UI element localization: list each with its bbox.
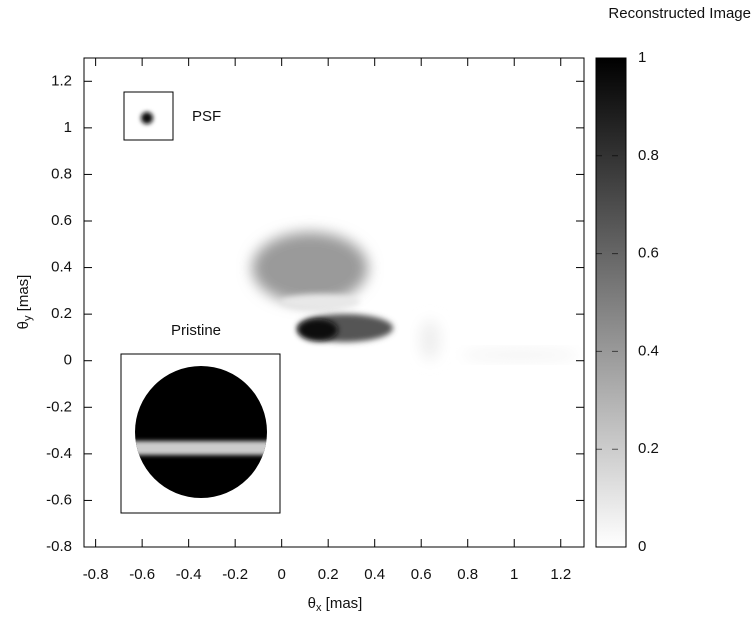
x-tick-label: -0.6	[129, 566, 155, 583]
x-tick-label: -0.2	[222, 566, 248, 583]
y-tick-label: 1	[64, 119, 72, 136]
colorbar-tick-label: 1	[638, 49, 646, 66]
y-tick-label: -0.2	[46, 398, 72, 415]
y-tick-label: 0	[64, 352, 72, 369]
psf-spot	[141, 112, 153, 124]
y-tick-label: -0.6	[46, 491, 72, 508]
colorbar-tick-label: 0	[638, 538, 646, 555]
x-tick-label: 0	[278, 566, 286, 583]
y-axis-label: θy [mas]	[15, 275, 34, 330]
y-tick-label: -0.8	[46, 538, 72, 555]
x-tick-label: 0.2	[318, 566, 339, 583]
y-tick-label: 1.2	[51, 72, 72, 89]
x-tick-label: -0.8	[83, 566, 109, 583]
x-tick-label: 1.2	[550, 566, 571, 583]
colorbar-tick-label: 0.2	[638, 440, 659, 457]
pristine-image	[135, 366, 267, 498]
psf-inset	[123, 91, 174, 141]
y-tick-label: 0.8	[51, 165, 72, 182]
heatmap-image	[252, 232, 580, 360]
y-tick-label: 0.4	[51, 259, 72, 276]
y-tick-label: 0.2	[51, 305, 72, 322]
colorbar-tick-label: 0.8	[638, 147, 659, 164]
pristine-label: Pristine	[171, 322, 221, 339]
colorbar-title: Reconstructed Image	[608, 5, 751, 22]
x-tick-label: 0.8	[457, 566, 478, 583]
colorbar	[595, 57, 627, 548]
y-tick-label: -0.4	[46, 445, 72, 462]
x-tick-label: 1	[510, 566, 518, 583]
colorbar-tick-label: 0.4	[638, 342, 659, 359]
x-tick-label: 0.6	[411, 566, 432, 583]
y-tick-label: 0.6	[51, 212, 72, 229]
colorbar-tick-label: 0.6	[638, 245, 659, 262]
x-axis-label: θx [mas]	[308, 595, 363, 614]
x-tick-label: -0.4	[176, 566, 202, 583]
plot-frame	[83, 57, 585, 548]
psf-label: PSF	[192, 108, 221, 125]
x-tick-label: 0.4	[364, 566, 385, 583]
